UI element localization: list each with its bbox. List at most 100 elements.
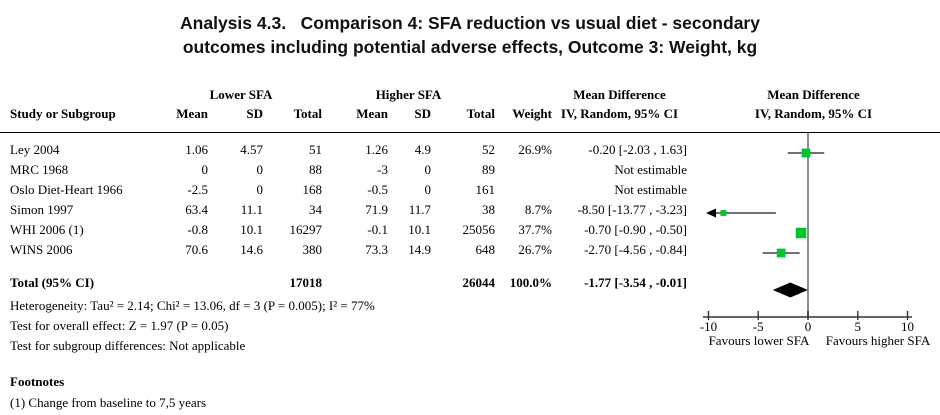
h-total-cell: 26044 [462, 275, 496, 290]
h-sd-cell: 11.7 [408, 202, 431, 217]
table-row: Oslo Diet-Heart 1966 -2.5 0 168 -0.5 0 161 Not … [0, 180, 940, 200]
figure-title: Analysis 4.3. Comparison 4: SFA reductio… [0, 11, 940, 59]
l-sd-cell: 10.1 [240, 222, 263, 237]
ci-text-cell: -8.50 [-13.77 , -3.23] [577, 202, 687, 217]
weight-cell: 37.7% [518, 222, 552, 237]
group-header-higher-sfa: Higher SFA [375, 87, 442, 102]
l-mean-cell: -2.5 [187, 182, 208, 197]
weight-cell: 26.9% [518, 142, 552, 157]
l-total-cell: 380 [302, 242, 323, 257]
table-column-header-row: Study or Subgroup Mean SD Total Mean SD … [0, 104, 940, 124]
l-total-cell: 168 [302, 182, 323, 197]
l-sd-cell: 11.1 [240, 202, 263, 217]
l-mean-cell: -0.8 [187, 222, 208, 237]
weight-cell: 26.7% [518, 242, 552, 257]
subgroup-diff-stat: Test for subgroup differences: Not appli… [10, 338, 246, 353]
weight-cell: 8.7% [524, 202, 552, 217]
favours-right-label: Favours higher SFA [826, 333, 931, 348]
col-header-lower-mean: Mean [176, 106, 208, 121]
h-mean-cell: 73.3 [365, 242, 388, 257]
table-row: MRC 1968 0 0 88 -3 0 89 Not estimable [0, 160, 940, 180]
summary-diamond [772, 282, 808, 298]
axis-tick-label: -5 [753, 319, 764, 334]
study-cell: WINS 2006 [10, 242, 73, 257]
table-group-header-row: Lower SFA Higher SFA Mean Difference Mea… [0, 85, 940, 105]
h-mean-cell: 1.26 [365, 142, 388, 157]
l-sd-cell: 0 [256, 182, 264, 197]
h-total-cell: 648 [475, 242, 496, 257]
total-row: Total (95% CI) 17018 26044 100.0% -1.77 [-3.… [0, 273, 940, 293]
ci-text-cell: -0.20 [-2.03 , 1.63] [588, 142, 687, 157]
overall-effect-stat: Test for overall effect: Z = 1.97 (P = 0… [10, 318, 229, 333]
h-mean-cell: -0.1 [367, 222, 388, 237]
col-header-iv-random-plot: IV, Random, 95% CI [754, 106, 873, 121]
header-divider-line [0, 132, 940, 133]
footnotes-heading: Footnotes [10, 374, 65, 389]
col-header-lower-total: Total [293, 106, 322, 121]
weight-cell: 100.0% [509, 275, 552, 290]
figure-title-line2: outcomes including potential adverse eff… [182, 37, 758, 57]
footnote-item: (1) Change from baseline to 7,5 years [10, 395, 207, 410]
study-marker [795, 227, 807, 239]
study-marker [776, 248, 786, 258]
study-marker [720, 210, 727, 216]
h-sd-cell: 10.1 [408, 222, 431, 237]
h-sd-cell: 0 [424, 162, 432, 177]
axis-tick-label: 0 [805, 319, 812, 334]
group-header-mean-difference-plot: Mean Difference [767, 87, 860, 102]
study-cell: WHI 2006 (1) [10, 222, 84, 237]
l-total-cell: 17018 [289, 275, 323, 290]
heterogeneity-stat: Heterogeneity: Tau² = 2.14; Chi² = 13.06… [10, 298, 375, 313]
h-mean-cell: 71.9 [365, 202, 388, 217]
axis-tick-label: 10 [901, 319, 914, 334]
h-mean-cell: -0.5 [367, 182, 388, 197]
group-header-lower-sfa: Lower SFA [209, 87, 273, 102]
ci-text-cell: -2.70 [-4.56 , -0.84] [584, 242, 687, 257]
h-sd-cell: 0 [424, 182, 432, 197]
table-row: Ley 2004 1.06 4.57 51 1.26 4.9 52 26.9% -0.20 [-… [0, 140, 940, 160]
l-total-cell: 34 [309, 202, 322, 217]
figure-title-line1: Analysis 4.3. Comparison 4: SFA reductio… [180, 13, 760, 33]
l-total-cell: 16297 [289, 222, 323, 237]
arrow-left-icon [706, 208, 716, 218]
l-mean-cell: 70.6 [185, 242, 208, 257]
h-total-cell: 89 [482, 162, 495, 177]
axis-tick-label: -10 [700, 319, 717, 334]
favours-left-label: Favours lower SFA [709, 333, 810, 348]
l-mean-cell: 0 [201, 162, 209, 177]
l-mean-cell: 1.06 [185, 142, 208, 157]
l-sd-cell: 4.57 [240, 142, 263, 157]
l-mean-cell: 63.4 [185, 202, 208, 217]
table-row: Simon 1997 63.4 11.1 34 71.9 11.7 38 8.7% -8.50 … [0, 200, 940, 220]
table-row: WHI 2006 (1) -0.8 10.1 16297 -0.1 10.1 25056 37… [0, 220, 940, 240]
col-header-study: Study or Subgroup [10, 106, 116, 121]
h-total-cell: 25056 [462, 222, 496, 237]
study-cell: Total (95% CI) [10, 275, 95, 290]
col-header-lower-sd: SD [246, 106, 263, 121]
h-mean-cell: -3 [377, 162, 388, 177]
ci-text-cell: -0.70 [-0.90 , -0.50] [584, 222, 687, 237]
study-cell: Ley 2004 [10, 142, 60, 157]
study-cell: MRC 1968 [10, 162, 69, 177]
group-header-mean-difference-text: Mean Difference [573, 87, 666, 102]
h-sd-cell: 4.9 [414, 142, 431, 157]
l-sd-cell: 0 [256, 162, 264, 177]
study-cell: Oslo Diet-Heart 1966 [10, 182, 123, 197]
col-header-higher-sd: SD [414, 106, 431, 121]
l-total-cell: 88 [309, 162, 322, 177]
study-marker [801, 148, 811, 158]
ci-text-cell: Not estimable [614, 162, 687, 177]
col-header-higher-mean: Mean [356, 106, 388, 121]
axis-tick-label: 5 [855, 319, 862, 334]
col-header-higher-total: Total [466, 106, 495, 121]
ci-text-cell: -1.77 [-3.54 , -0.01] [584, 275, 687, 290]
col-header-iv-random-text: IV, Random, 95% CI [560, 106, 679, 121]
col-header-weight: Weight [512, 106, 552, 121]
h-total-cell: 38 [482, 202, 495, 217]
h-sd-cell: 14.9 [408, 242, 431, 257]
study-cell: Simon 1997 [10, 202, 74, 217]
ci-text-cell: Not estimable [614, 182, 687, 197]
